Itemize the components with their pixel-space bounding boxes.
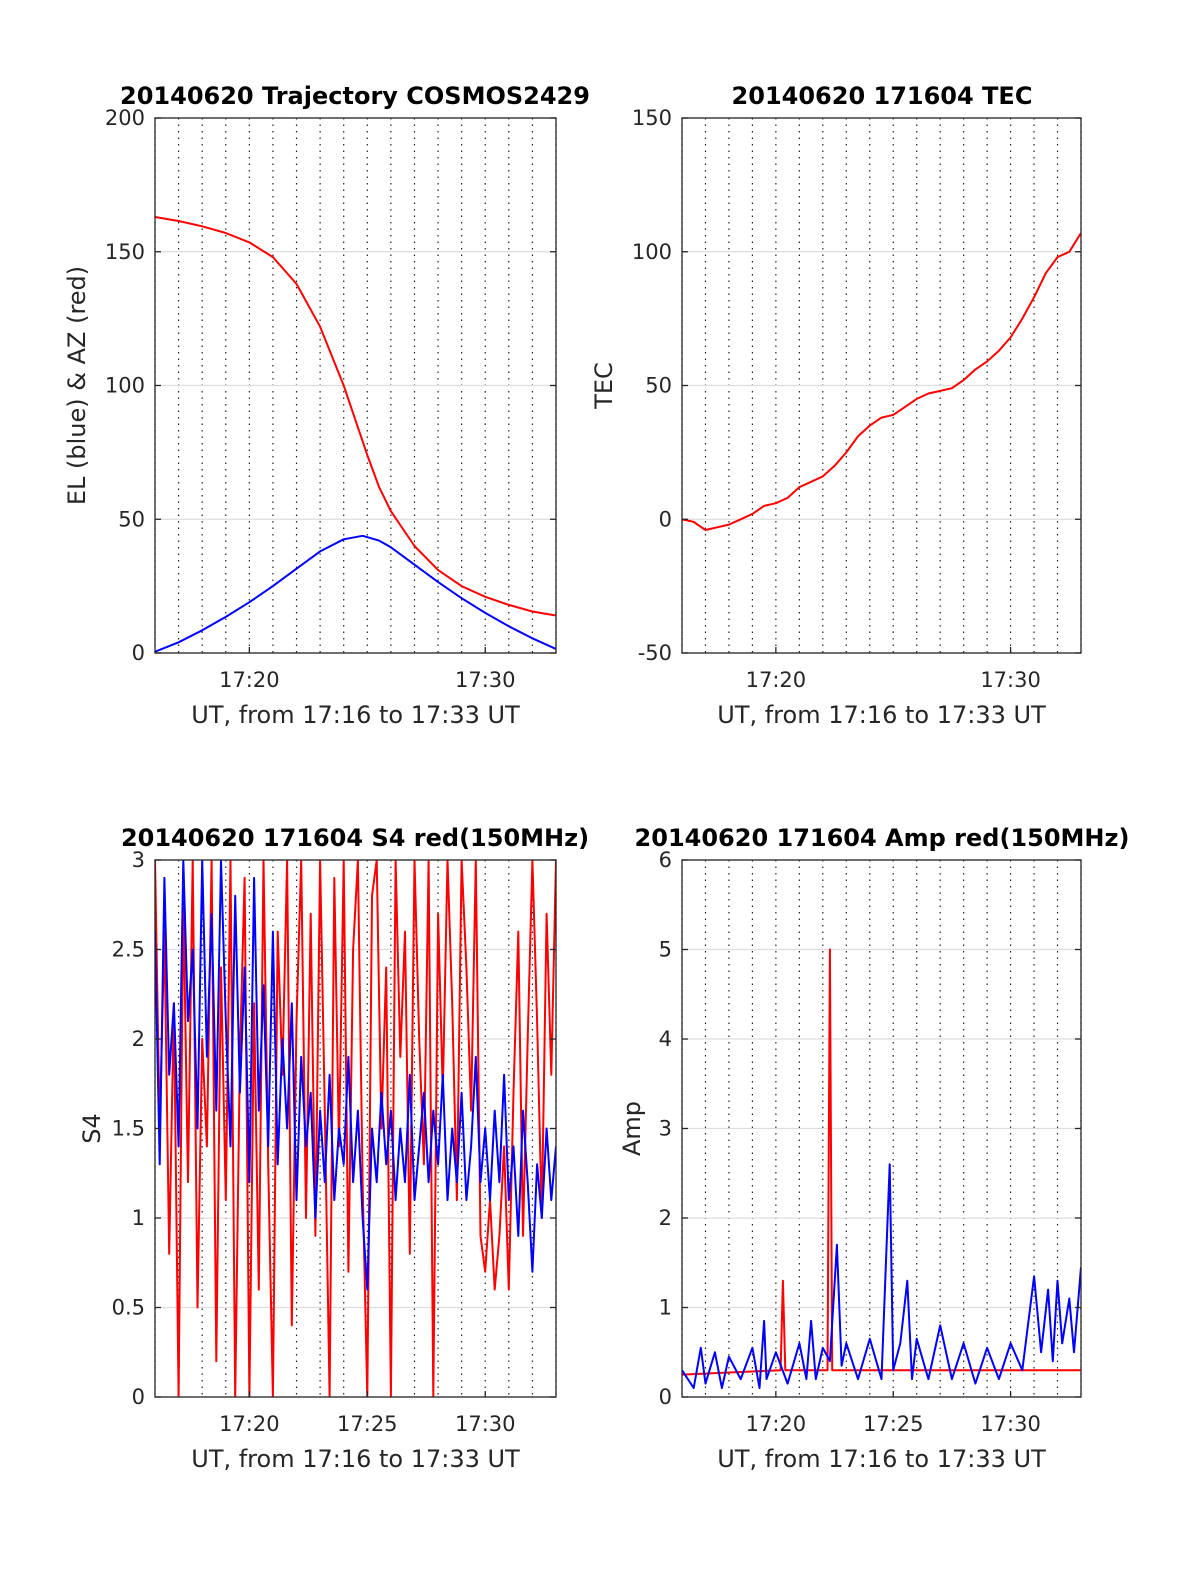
y-tick-label: 100 [632,240,672,264]
series-line-1 [682,232,1081,531]
y-tick-label: 2.5 [112,938,145,962]
y-axis-label: Amp [618,1101,646,1156]
x-tick-label: 17:20 [219,668,280,692]
chart-title: 20140620 171604 S4 red(150MHz) [121,824,589,852]
series-line-2 [682,1163,1081,1389]
y-tick-label: 3 [132,848,145,872]
y-tick-label: 1.5 [112,1117,145,1141]
y-tick-label: 1 [659,1296,672,1320]
y-tick-label: -50 [638,641,672,665]
chart-panel-1: 0 50 100 150 200 17:20 17:30 20140620 Trajector… [63,82,590,729]
y-tick-label: 100 [105,374,145,398]
x-tick-label: 17:25 [337,1412,398,1436]
x-tick-label: 17:30 [980,668,1041,692]
x-tick-label: 17:25 [863,1412,924,1436]
chart-panel-4: 0 1 2 3 4 5 6 17:20 17:25 17:30 20140620 171604 Am… [618,824,1129,1473]
series-line-1 [155,216,556,617]
y-tick-label: 200 [105,106,145,130]
x-axis-label: UT, from 17:16 to 17:33 UT [191,701,520,729]
x-tick-label: 17:30 [455,668,516,692]
chart-title: 20140620 171604 TEC [732,82,1033,110]
series-line-2 [155,860,556,1291]
y-tick-label: 3 [659,1117,672,1141]
x-axis-label: UT, from 17:16 to 17:33 UT [717,1445,1046,1473]
series-line-1 [155,860,556,1397]
series-line-2 [155,534,556,653]
chart-panel-3: 0 0.5 1 1.5 2 2.5 3 17:20 17:25 17:30 20140620 171… [78,824,589,1473]
y-tick-label: 6 [659,848,672,872]
y-tick-label: 0 [132,641,145,665]
y-tick-label: 5 [659,938,672,962]
y-axis-label: EL (blue) & AZ (red) [63,266,91,505]
y-tick-label: 2 [659,1206,672,1230]
x-tick-label: 17:30 [455,1412,516,1436]
chart-panel-2: -50 0 50 100 150 17:20 17:30 20140620 171604 TE… [590,82,1082,729]
series-line-1 [682,948,1081,1376]
chart-title: 20140620 Trajectory COSMOS2429 [120,82,590,110]
y-axis-label: S4 [78,1113,106,1144]
y-tick-label: 0 [659,507,672,531]
y-tick-label: 150 [632,106,672,130]
y-tick-label: 2 [132,1027,145,1051]
x-tick-label: 17:20 [746,1412,807,1436]
x-axis-label: UT, from 17:16 to 17:33 UT [191,1445,520,1473]
y-tick-label: 4 [659,1027,672,1051]
y-tick-label: 150 [105,240,145,264]
y-tick-label: 1 [132,1206,145,1230]
x-tick-label: 17:30 [980,1412,1041,1436]
chart-title: 20140620 171604 Amp red(150MHz) [635,824,1130,852]
y-tick-label: 50 [118,507,145,531]
y-tick-label: 0 [659,1385,672,1409]
y-tick-label: 50 [645,374,672,398]
y-tick-label: 0 [132,1385,145,1409]
x-tick-label: 17:20 [746,668,807,692]
x-axis-label: UT, from 17:16 to 17:33 UT [717,701,1046,729]
y-tick-label: 0.5 [112,1296,145,1320]
x-tick-label: 17:20 [219,1412,280,1436]
y-axis-label: TEC [590,362,618,410]
